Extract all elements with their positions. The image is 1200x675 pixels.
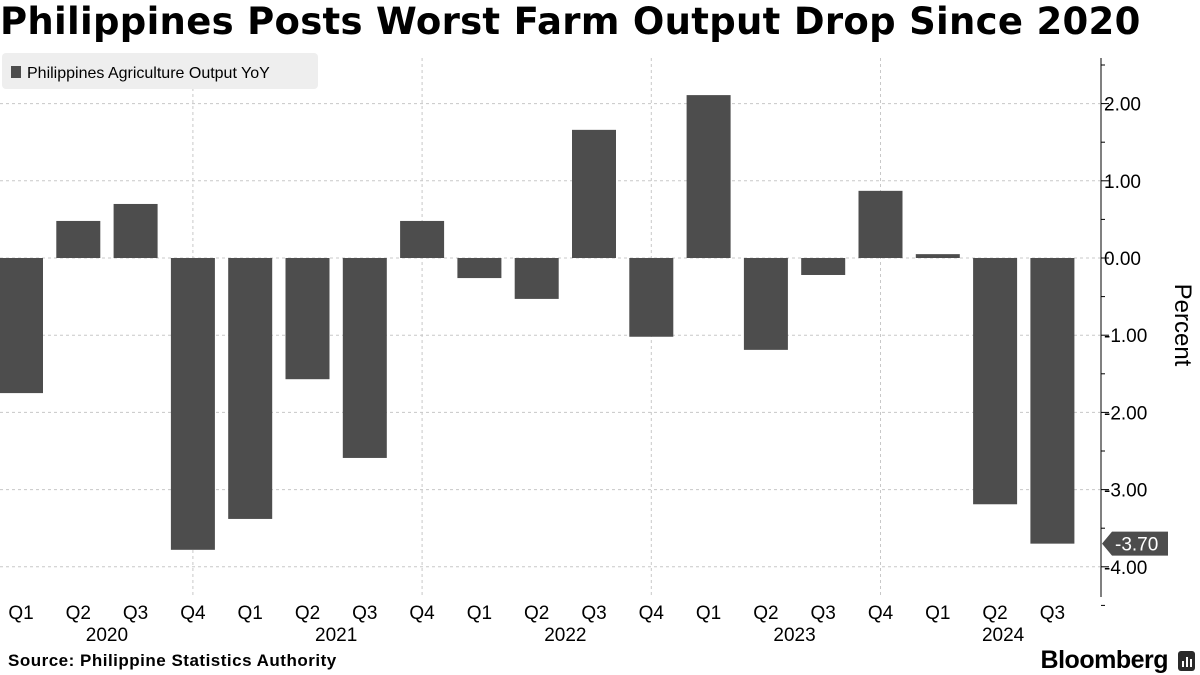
y-axis: 2.00 1.00 0.00 -1.00 -2.00 -3.00 -4.00-3.70 [1100, 58, 1168, 606]
x-tick-label: Q1 [467, 603, 492, 624]
bar [915, 254, 960, 258]
bloomberg-logo: Bloomberg [1040, 646, 1169, 674]
x-tick-label: Q1 [238, 603, 263, 624]
bar [629, 258, 674, 337]
grid-lines [0, 58, 1100, 597]
bar [457, 258, 502, 279]
x-tick-label: Q2 [982, 603, 1007, 624]
bar [1030, 258, 1075, 544]
x-year-label: 2023 [773, 625, 815, 646]
bar [400, 220, 445, 258]
x-tick-label: Q3 [352, 603, 377, 624]
bar [686, 95, 731, 258]
y-tick-label: 1.00 [1104, 172, 1141, 193]
x-tick-label: Q4 [868, 603, 894, 624]
x-tick-label: Q3 [123, 603, 148, 624]
legend-label: Philippines Agriculture Output YoY [27, 65, 270, 82]
bar [170, 258, 215, 550]
legend-swatch [11, 66, 21, 78]
x-year-label: 2022 [544, 625, 586, 646]
y-axis-label: Percent [1169, 284, 1196, 367]
legend-background [2, 53, 318, 89]
x-year-label: 2024 [982, 625, 1025, 646]
last-value-label: -3.70 [1115, 535, 1158, 556]
x-year-label: 2021 [315, 625, 357, 646]
x-tick-label: Q3 [581, 603, 606, 624]
bar [56, 220, 101, 258]
bar [973, 258, 1018, 505]
x-tick-label: Q1 [8, 603, 33, 624]
bar [858, 190, 903, 258]
x-tick-label: Q2 [295, 603, 320, 624]
y-tick-label: 0.00 [1104, 249, 1141, 270]
bar [285, 258, 330, 380]
bar [228, 258, 273, 519]
x-tick-label: Q2 [524, 603, 549, 624]
last-value-tag [1102, 531, 1168, 556]
bloomberg-terminal-icon [1178, 651, 1195, 671]
y-tick-label: -4.00 [1104, 558, 1147, 579]
x-tick-label: Q3 [1040, 603, 1065, 624]
bar [743, 258, 788, 350]
y-tick-label: -3.00 [1104, 481, 1147, 502]
bar [0, 258, 43, 394]
x-tick-label: Q4 [639, 603, 665, 624]
y-tick-label: -1.00 [1104, 326, 1147, 347]
y-tick-label: -2.00 [1104, 403, 1147, 424]
chart-title: Philippines Posts Worst Farm Output Drop… [0, 0, 1141, 43]
x-tick-label: Q4 [409, 603, 435, 624]
bar [342, 258, 387, 458]
bar [572, 129, 616, 258]
bar [514, 258, 559, 299]
x-tick-label: Q4 [180, 603, 206, 624]
x-tick-label: Q3 [811, 603, 836, 624]
x-tick-label: Q1 [925, 603, 950, 624]
x-tick-label: Q2 [753, 603, 778, 624]
bar [113, 203, 158, 258]
x-tick-label: Q1 [696, 603, 721, 624]
source-note: Source: Philippine Statistics Authority [8, 651, 337, 670]
legend: Philippines Agriculture Output YoY [2, 53, 318, 89]
x-year-label: 2020 [86, 625, 128, 646]
bar [801, 258, 846, 275]
x-tick-label: Q2 [66, 603, 91, 624]
x-axis: Q1 Q2 Q3 Q4 Q1 Q2 Q3 Q4 Q1 Q2 Q3 Q4 Q1 Q2 Q3 Q4 Q1 Q2 Q320… [8, 603, 1065, 646]
y-tick-label: 2.00 [1104, 95, 1141, 116]
bars [0, 95, 1075, 550]
